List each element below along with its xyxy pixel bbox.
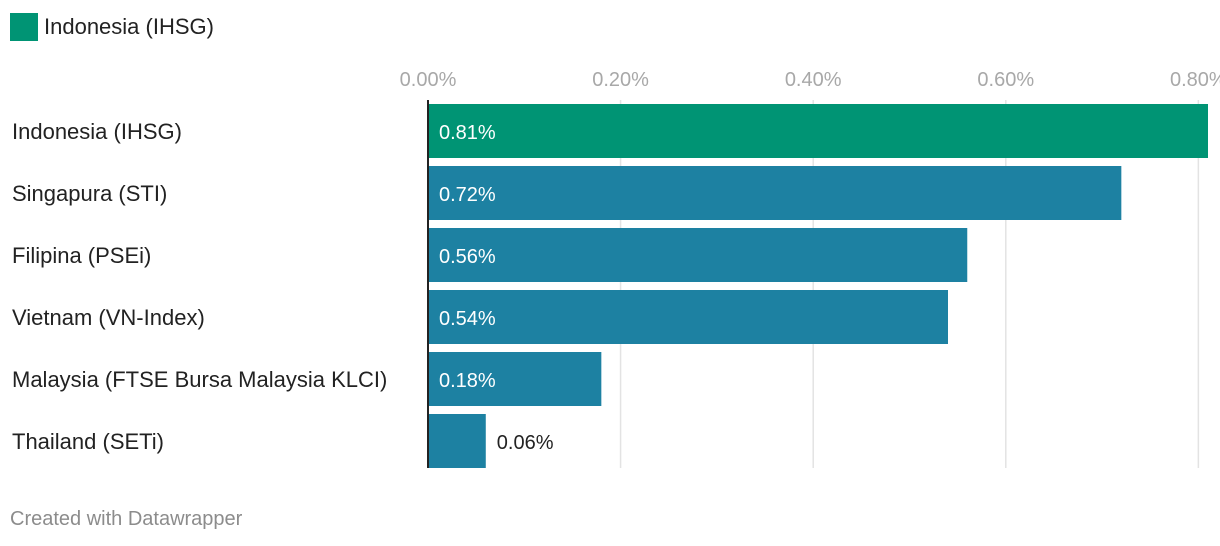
footer-credit: Created with Datawrapper bbox=[10, 508, 243, 530]
value-label: 0.54% bbox=[439, 308, 496, 330]
category-label: Filipina (PSEi) bbox=[12, 243, 151, 268]
legend-swatch bbox=[10, 13, 38, 41]
bar-chart: 0.00% 0.20% 0.40% 0.60% 0.80% Indonesia (IHSG… bbox=[12, 69, 1220, 468]
value-label: 0.56% bbox=[439, 246, 496, 268]
legend-label: Indonesia (IHSG) bbox=[44, 14, 214, 39]
x-tick-label: 0.00% bbox=[400, 69, 457, 91]
value-label: 0.81% bbox=[439, 122, 496, 144]
bar bbox=[428, 414, 486, 468]
x-tick-label: 0.40% bbox=[785, 69, 842, 91]
x-tick-label: 0.20% bbox=[592, 69, 649, 91]
bar bbox=[428, 166, 1122, 220]
category-label: Indonesia (IHSG) bbox=[12, 119, 182, 144]
category-label: Thailand (SETi) bbox=[12, 429, 164, 454]
bar bbox=[428, 104, 1208, 158]
bar bbox=[428, 352, 602, 406]
x-tick-label: 0.80% bbox=[1170, 69, 1220, 91]
value-label: 0.06% bbox=[497, 432, 554, 454]
bar bbox=[428, 228, 968, 282]
value-label: 0.72% bbox=[439, 184, 496, 206]
category-label: Vietnam (VN-Index) bbox=[12, 305, 205, 330]
category-label: Singapura (STI) bbox=[12, 181, 167, 206]
chart-legend: Indonesia (IHSG) bbox=[10, 12, 214, 42]
value-label: 0.18% bbox=[439, 370, 496, 392]
x-tick-label: 0.60% bbox=[977, 69, 1034, 91]
category-label: Malaysia (FTSE Bursa Malaysia KLCI) bbox=[12, 367, 387, 392]
bar bbox=[428, 290, 948, 344]
